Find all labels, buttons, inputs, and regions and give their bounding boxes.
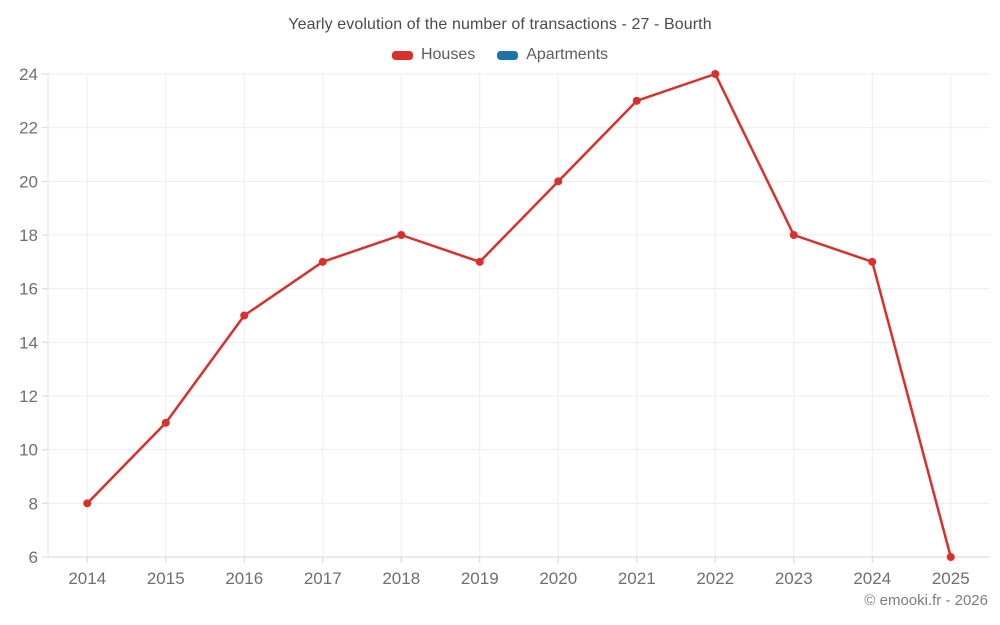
y-axis-label: 8	[29, 494, 38, 513]
data-point-2018[interactable]	[397, 231, 406, 239]
data-point-2014[interactable]	[83, 499, 92, 508]
x-axis-label: 2017	[304, 569, 342, 588]
x-axis-label: 2019	[461, 569, 499, 588]
x-axis-label: 2014	[68, 569, 106, 588]
y-axis-label: 16	[19, 280, 38, 299]
data-point-2020[interactable]	[554, 177, 563, 186]
data-point-2019[interactable]	[475, 257, 484, 266]
series-line-houses	[86, 72, 952, 559]
x-axis-label: 2022	[696, 569, 734, 588]
y-axis-label: 6	[29, 548, 38, 567]
y-axis-label: 12	[19, 387, 38, 406]
chart-title: Yearly evolution of the number of transa…	[288, 16, 712, 33]
y-axis-label: 10	[19, 441, 38, 460]
x-axis-label: 2020	[539, 569, 577, 588]
copyright-text: © emooki.fr - 2026	[864, 592, 988, 609]
y-axis-label: 22	[19, 119, 38, 138]
apartments-legend-swatch	[497, 50, 519, 60]
x-axis-label: 2023	[775, 569, 813, 588]
data-point-2023[interactable]	[789, 231, 798, 239]
y-axis-label: 14	[19, 333, 38, 352]
x-axis-label: 2025	[932, 569, 970, 588]
data-point-2017[interactable]	[318, 257, 327, 266]
y-axis-label: 24	[19, 65, 38, 84]
x-axis-label: 2015	[147, 569, 185, 588]
legend-item-houses[interactable]: Houses	[391, 46, 476, 64]
houses-legend-label: Houses	[420, 46, 476, 63]
legend-item-apartments[interactable]: Apartments	[497, 46, 608, 64]
apartments-legend-label: Apartments	[526, 46, 609, 63]
data-point-2024[interactable]	[868, 257, 877, 266]
chart-legend: Houses Apartments	[0, 46, 1000, 64]
x-axis-label: 2016	[225, 569, 263, 588]
y-axis-label: 20	[19, 172, 38, 191]
y-axis-label: 18	[19, 226, 38, 245]
x-axis-label: 2018	[382, 569, 420, 588]
x-axis-label: 2024	[853, 569, 891, 588]
data-point-2022[interactable]	[711, 70, 720, 78]
data-point-2015[interactable]	[161, 418, 170, 427]
houses-legend-swatch	[391, 50, 413, 60]
x-axis-label: 2021	[618, 569, 656, 588]
data-point-2021[interactable]	[632, 96, 641, 105]
data-point-2016[interactable]	[240, 311, 249, 320]
data-point-2025[interactable]	[946, 553, 955, 561]
